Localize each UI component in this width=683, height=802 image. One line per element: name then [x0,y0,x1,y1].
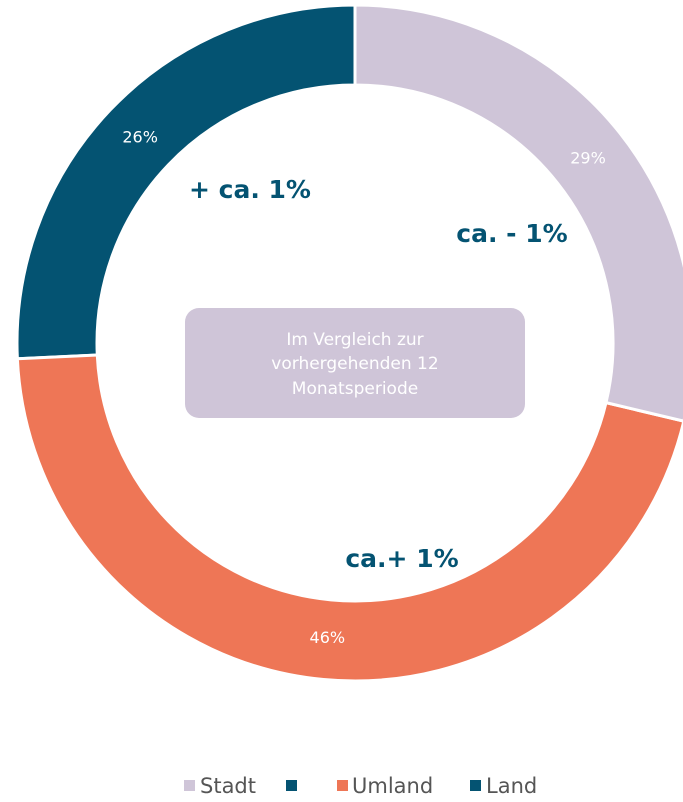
legend-label: Land [486,774,537,798]
annotation: ca. - 1% [456,219,567,248]
value-label: 26% [122,127,158,146]
legend-marker [184,780,195,791]
legend-marker [337,780,348,791]
value-label: 46% [310,628,346,647]
note-line: vorhergehenden 12 [271,354,438,374]
legend-label: Stadt [200,774,256,798]
legend-marker [470,780,481,791]
slice [15,353,683,683]
annotation: ca.+ 1% [345,544,458,573]
annotation: + ca. 1% [189,175,311,204]
legend-marker-extra [286,780,297,791]
note-line: Monatsperiode [292,379,418,399]
legend-label: Umland [352,774,433,798]
value-label: 29% [570,148,606,167]
note-line: Im Vergleich zur [286,330,423,350]
slice [353,3,683,423]
note-box [185,308,525,418]
